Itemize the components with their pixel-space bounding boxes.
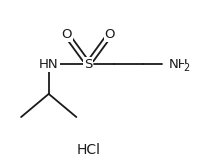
- Text: O: O: [61, 28, 72, 41]
- Text: O: O: [105, 28, 115, 41]
- Text: HN: HN: [39, 58, 59, 71]
- Text: HCl: HCl: [76, 143, 100, 157]
- Text: 2: 2: [184, 63, 190, 73]
- Text: NH: NH: [169, 58, 189, 71]
- Text: S: S: [84, 58, 92, 71]
